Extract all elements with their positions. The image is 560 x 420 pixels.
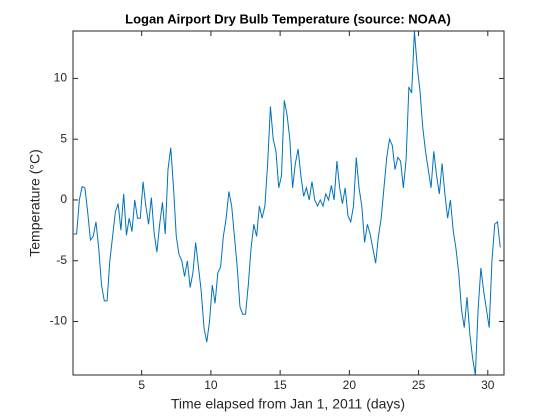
y-tick-label: 5: [60, 131, 67, 145]
x-tick-label: 25: [412, 378, 426, 392]
x-axis-label: Time elapsed from Jan 1, 2011 (days): [171, 396, 405, 412]
y-axis-label: Temperature (°C): [27, 149, 43, 257]
y-tick-label: 10: [54, 71, 68, 85]
y-tick-label: -5: [56, 253, 67, 267]
chart-title: Logan Airport Dry Bulb Temperature (sour…: [125, 11, 451, 26]
y-tick-label: 0: [60, 192, 67, 206]
x-tick-label: 15: [273, 378, 287, 392]
y-tick-label: -10: [50, 314, 68, 328]
x-tick-label: 5: [138, 378, 145, 392]
plot-frame: [72, 30, 505, 376]
data-line: [73, 30, 501, 376]
x-tick-label: 20: [343, 378, 357, 392]
x-tick-label: 10: [204, 378, 218, 392]
x-tick-label: 30: [481, 378, 495, 392]
